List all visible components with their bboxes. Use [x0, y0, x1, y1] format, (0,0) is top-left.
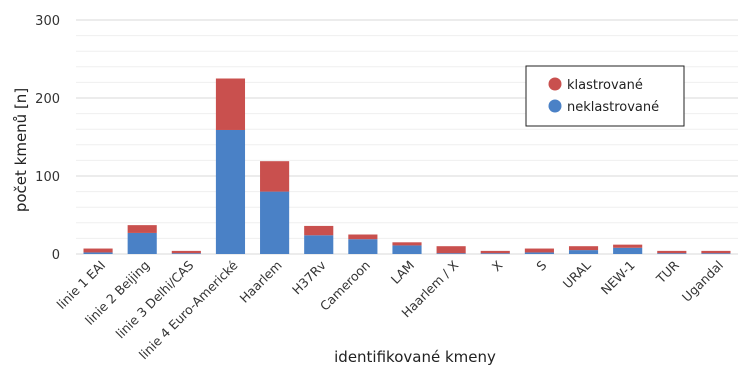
x-tick-label: TUR: [653, 257, 683, 287]
bar-segment-neklastrovane: [171, 253, 201, 254]
bar-segment-neklastrovane: [392, 245, 422, 254]
bar-segment-klastrovane: [348, 234, 378, 240]
legend-label-klastrovane: klastrované: [567, 78, 643, 93]
bar-segment-klastrovane: [657, 250, 687, 254]
bar-segment-neklastrovane: [701, 253, 731, 254]
bar-segment-klastrovane: [304, 225, 334, 236]
y-tick-label: 0: [52, 248, 60, 263]
bar-segment-klastrovane: [480, 250, 510, 254]
y-tick-label: 100: [35, 170, 60, 185]
x-tick-label: linie 3 Delhi/CAS: [113, 257, 197, 341]
x-axis-title: identifikované kmeny: [334, 348, 496, 366]
bar-segment-klastrovane: [524, 248, 554, 253]
bar-segment-klastrovane: [171, 250, 201, 254]
bar-segment-klastrovane: [613, 244, 643, 248]
bar-segment-klastrovane: [436, 246, 466, 254]
y-tick-label: 200: [35, 92, 60, 107]
x-tick-label: S: [533, 257, 549, 273]
x-tick-label: URAL: [560, 257, 594, 291]
x-tick-label: LAM: [388, 258, 417, 287]
bar-segment-klastrovane: [127, 225, 157, 233]
y-axis-ticks: 0 100 200 300: [35, 14, 60, 263]
bar-segment-neklastrovane: [657, 253, 687, 254]
bar-segment-klastrovane: [568, 246, 599, 251]
bar-segment-neklastrovane: [83, 252, 113, 254]
bar-segment-neklastrovane: [260, 191, 290, 254]
legend-box: [525, 65, 685, 127]
legend-marker-neklastrovane: [548, 99, 562, 113]
bar-segment-neklastrovane: [524, 252, 554, 254]
bar-segment-neklastrovane: [613, 247, 643, 254]
legend: klastrované neklastrované: [525, 65, 685, 127]
bar-segment-neklastrovane: [436, 253, 466, 254]
bar-segment-klastrovane: [701, 250, 731, 254]
legend-marker-klastrovane: [548, 77, 562, 91]
x-tick-label: NEW-1: [598, 258, 638, 298]
grid-lines: [76, 19, 738, 255]
bar-segment-klastrovane: [83, 248, 113, 253]
x-tick-label: Haarlem: [236, 258, 284, 306]
x-tick-label: Ugandal: [679, 258, 726, 305]
bar-segment-neklastrovane: [127, 232, 157, 254]
bar-segment-klastrovane: [260, 161, 290, 192]
bar-segment-neklastrovane: [480, 253, 510, 254]
bar-segment-neklastrovane: [304, 235, 334, 254]
bar-segment-neklastrovane: [568, 250, 599, 254]
bar-segment-neklastrovane: [348, 239, 378, 254]
y-axis-title: počet kmenů [n]: [12, 88, 30, 212]
y-tick-label: 300: [35, 14, 60, 29]
bar-segment-klastrovane: [392, 242, 422, 246]
bar-segment-neklastrovane: [215, 129, 246, 254]
x-tick-label: H37Rv: [289, 257, 329, 297]
bar-segment-klastrovane: [215, 78, 246, 130]
x-tick-label: X: [489, 257, 506, 274]
legend-label-neklastrovane: neklastrované: [567, 100, 659, 115]
bars: [83, 78, 731, 254]
